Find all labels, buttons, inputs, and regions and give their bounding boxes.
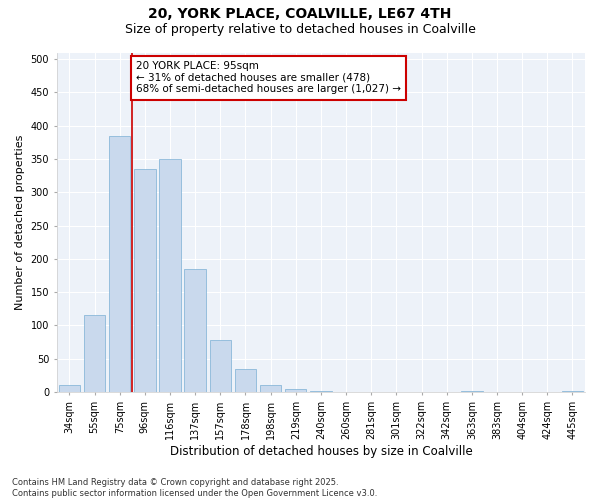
Bar	[134, 169, 155, 392]
Bar	[84, 316, 105, 392]
Bar	[260, 386, 281, 392]
X-axis label: Distribution of detached houses by size in Coalville: Distribution of detached houses by size …	[170, 444, 472, 458]
Bar	[285, 388, 307, 392]
Bar	[209, 340, 231, 392]
Text: 20 YORK PLACE: 95sqm
← 31% of detached houses are smaller (478)
68% of semi-deta: 20 YORK PLACE: 95sqm ← 31% of detached h…	[136, 61, 401, 94]
Bar	[160, 159, 181, 392]
Y-axis label: Number of detached properties: Number of detached properties	[15, 134, 25, 310]
Text: 20, YORK PLACE, COALVILLE, LE67 4TH: 20, YORK PLACE, COALVILLE, LE67 4TH	[148, 8, 452, 22]
Bar	[184, 269, 206, 392]
Bar	[109, 136, 130, 392]
Text: Size of property relative to detached houses in Coalville: Size of property relative to detached ho…	[125, 22, 475, 36]
Bar	[59, 386, 80, 392]
Text: Contains HM Land Registry data © Crown copyright and database right 2025.
Contai: Contains HM Land Registry data © Crown c…	[12, 478, 377, 498]
Bar	[310, 390, 332, 392]
Bar	[235, 368, 256, 392]
